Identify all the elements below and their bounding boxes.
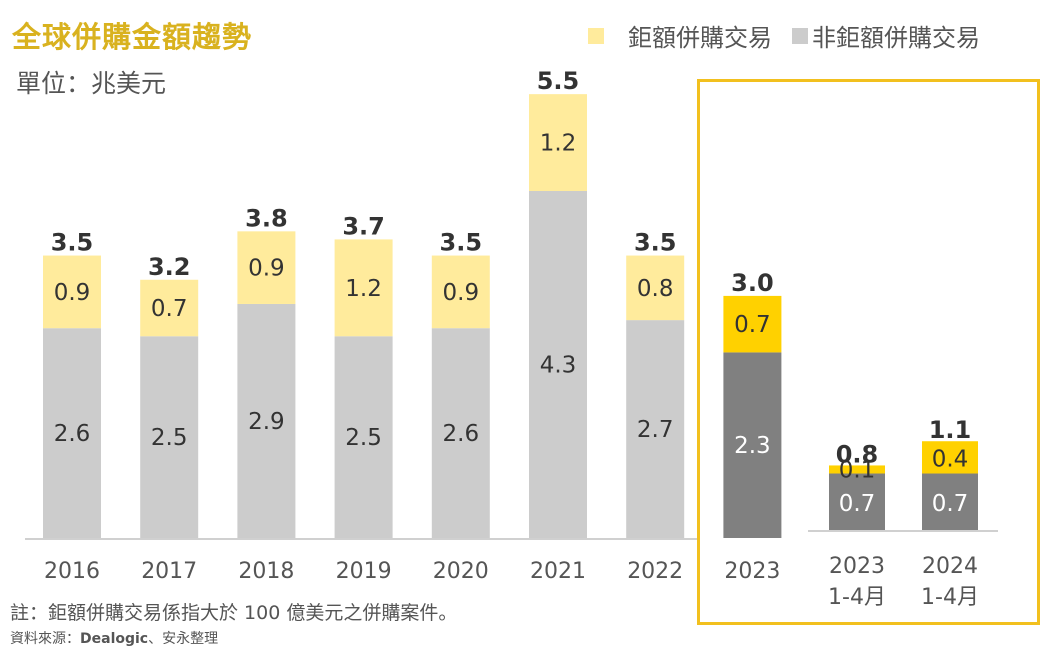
source-name: Dealogic [80,631,149,647]
x-tick-label-period-2024-1-4月: 1-4月 [921,585,979,610]
total-label-2016: 3.5 [51,229,94,257]
data-label-non-mega-2018: 2.9 [248,409,285,435]
total-label-2024-1-4月: 1.1 [929,416,972,444]
total-label-2021: 5.5 [537,67,580,95]
x-tick-label-2021: 2021 [530,559,586,584]
source-suffix: 、安永整理 [148,631,219,647]
x-tick-label-2019: 2019 [336,559,392,584]
legend-swatch-non-mega [792,27,808,44]
x-tick-label-2016: 2016 [44,559,100,584]
bar-non-mega-2022 [626,320,685,538]
data-label-non-mega-2022: 2.7 [637,417,674,443]
x-tick-label-2022: 2022 [627,559,683,584]
legend-swatch-mega [588,27,604,44]
x-tick-label-2020: 2020 [433,559,489,584]
data-label-mega-2023-1-4月: 0.1 [839,458,876,484]
bar-mega-2021 [529,94,587,191]
legend: 鉅額併購交易 非鉅額併購交易 [588,18,980,53]
data-label-non-mega-2019: 2.5 [345,425,382,451]
data-label-mega-2022: 0.8 [637,276,674,302]
legend-label-non-mega: 非鉅額併購交易 [812,24,980,52]
chart-title: 全球併購金額趨勢 [12,20,253,54]
legend-item-non-mega: 非鉅額併購交易 [792,18,980,53]
bar-non-mega-2018 [237,303,296,538]
bar-non-mega-2023 [723,352,782,538]
bar-mega-2023 [723,295,782,353]
bar-mega-2017 [140,279,199,337]
data-label-mega-2020: 0.9 [443,280,480,306]
x-tick-label-2017: 2017 [141,559,197,584]
x-tick-label-year-2023-1-4月: 2023 [829,554,885,579]
data-label-non-mega-2020: 2.6 [443,421,480,447]
data-label-mega-2016: 0.9 [54,280,91,306]
bar-mega-2018 [237,231,296,304]
x-tick-label-year-2024-1-4月: 2024 [922,554,978,579]
x-tick-label-2023: 2023 [724,559,780,584]
bar-mega-2016 [43,255,101,329]
bar-non-mega-2017 [140,336,199,538]
data-label-non-mega-2016: 2.6 [54,421,91,447]
x-tick-label-2018: 2018 [238,559,294,584]
bar-mega-2019 [334,239,393,337]
bar-mega-2024-1-4月 [922,441,978,474]
data-label-non-mega-2021: 4.3 [540,352,577,378]
bar-non-mega-2024-1-4月 [922,473,978,530]
bar-non-mega-2020 [431,328,490,538]
total-label-2018: 3.8 [245,204,288,232]
data-label-non-mega-2023-1-4月: 0.7 [839,491,876,517]
bar-mega-2023-1-4月 [829,465,885,474]
data-label-mega-2024-1-4月: 0.4 [932,446,969,472]
data-label-non-mega-2024-1-4月: 0.7 [932,491,969,517]
data-label-mega-2017: 0.7 [151,296,188,322]
total-label-2023: 3.0 [731,269,774,297]
unit-label: 單位：兆美元 [16,69,167,98]
bar-non-mega-2016 [43,328,101,538]
footnote: 註：鉅額併購交易係指大於 100 億美元之併購案件。 [10,602,458,624]
data-label-mega-2018: 0.9 [248,256,285,282]
data-label-mega-2019: 1.2 [345,276,382,302]
bar-mega-2020 [431,255,490,329]
bar-non-mega-2021 [529,190,587,539]
bar-mega-2022 [626,255,685,321]
legend-label-mega: 鉅額併購交易 [628,24,772,52]
data-label-non-mega-2017: 2.5 [151,425,188,451]
source-line: 資料來源：Dealogic、安永整理 [10,628,218,648]
data-label-mega-2021: 1.2 [540,131,577,157]
bar-non-mega-2023-1-4月 [829,473,885,530]
total-label-2017: 3.2 [148,253,191,281]
bar-non-mega-2019 [334,336,393,538]
data-label-mega-2023: 0.7 [734,312,771,338]
x-tick-label-period-2023-1-4月: 1-4月 [828,585,886,610]
legend-item-mega: 鉅額併購交易 [588,18,772,53]
data-label-non-mega-2023: 2.3 [734,433,771,459]
source-label: 資料來源： [10,631,80,647]
total-label-2019: 3.7 [342,212,385,240]
highlight-box [697,79,1040,625]
total-label-2023-1-4月: 0.8 [836,440,879,468]
total-label-2020: 3.5 [440,229,483,257]
total-label-2022: 3.5 [634,229,677,257]
